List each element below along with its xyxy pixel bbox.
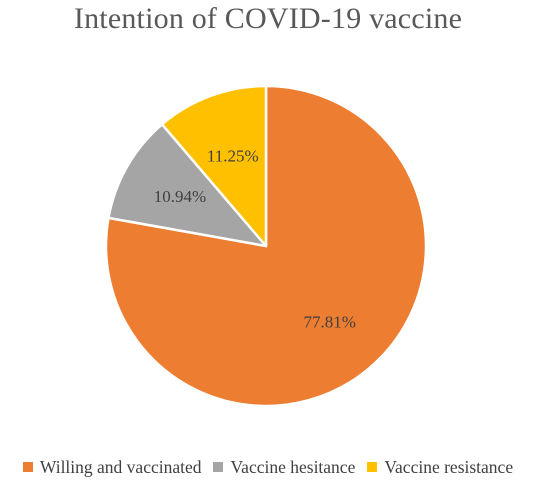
legend-swatch-resistance bbox=[367, 462, 378, 472]
legend-swatch-hesitance bbox=[213, 462, 224, 472]
pie-slices bbox=[104, 84, 428, 408]
legend-swatch-willing bbox=[22, 462, 33, 472]
pie-slice-hesitance bbox=[107, 123, 268, 248]
pie-slice-resistance bbox=[160, 84, 268, 248]
chart-title: Intention of COVID-19 vaccine bbox=[73, 2, 463, 35]
legend-label-willing: Willing and vaccinated bbox=[39, 456, 202, 477]
legend-label-resistance: Vaccine resistance bbox=[384, 456, 514, 477]
legend-item-willing: Willing and vaccinated bbox=[22, 456, 202, 478]
legend: Willing and vaccinated Vaccine hesitance… bbox=[0, 456, 536, 478]
legend-item-hesitance: Vaccine hesitance bbox=[213, 457, 355, 478]
data-label-resistance: 11.25% bbox=[207, 146, 259, 165]
legend-item-resistance: Vaccine resistance bbox=[367, 457, 513, 478]
data-label-willing: 77.81% bbox=[303, 313, 355, 332]
legend-label-hesitance: Vaccine hesitance bbox=[230, 456, 356, 477]
pie-slice-labels: 77.81% 10.94% 11.25% bbox=[154, 146, 356, 331]
data-label-hesitance: 10.94% bbox=[154, 187, 206, 206]
